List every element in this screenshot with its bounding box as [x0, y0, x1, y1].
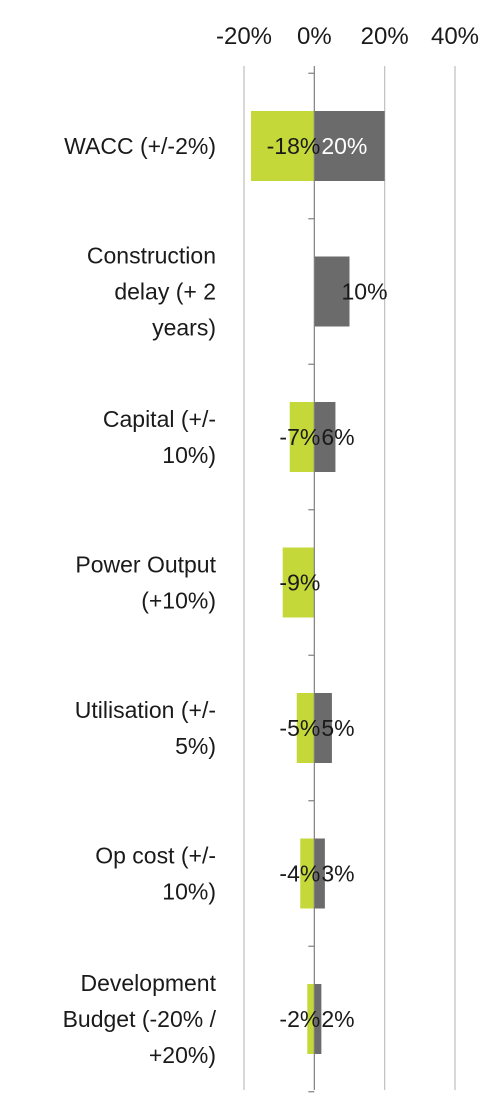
- category-label-line: delay (+ 2: [114, 279, 216, 305]
- category-label-line: 10%): [162, 442, 216, 468]
- category-label: Construction delay (+ 2 years): [87, 243, 216, 341]
- category-label: Capital (+/- 10%): [103, 406, 216, 468]
- category-label: Development Budget (-20% / +20%): [63, 970, 217, 1068]
- x-tick-label: 40%: [431, 23, 479, 50]
- category-label-line: WACC (+/-2%): [64, 133, 216, 159]
- bar-positive: [314, 984, 322, 1054]
- category-label-line: Power Output: [75, 552, 216, 578]
- category-label-line: Development: [80, 970, 216, 996]
- category-label: Op cost (+/- 10%): [95, 843, 216, 905]
- data-label: -9%: [279, 570, 320, 596]
- bar-positive: [314, 838, 325, 909]
- data-label: -4%: [279, 861, 320, 887]
- x-tick-label: -20%: [216, 23, 272, 50]
- axis: [308, 66, 315, 1093]
- category-label-line: Capital (+/-: [103, 406, 216, 432]
- gridlines: [243, 66, 456, 1090]
- data-label: 2%: [321, 1006, 354, 1032]
- category-label-line: Budget (-20% /: [63, 1006, 217, 1032]
- category-label: Utilisation (+/- 5%): [75, 697, 216, 759]
- bar-negative: [296, 693, 315, 763]
- bar-positive: [314, 256, 350, 327]
- data-label: 10%: [342, 279, 388, 305]
- data-label: -2%: [279, 1006, 320, 1032]
- category-label-line: Construction: [87, 243, 216, 269]
- labels: -20% 0% 20% 40% -18% -7% -9% -5% -4% -2% 20% 10% 6% 5…: [63, 23, 479, 1068]
- category-label-line: 10%): [162, 879, 216, 905]
- data-label: 5%: [321, 715, 354, 741]
- data-label: -7%: [279, 424, 320, 450]
- category-label-line: (+10%): [141, 588, 216, 614]
- category-label-line: Utilisation (+/-: [75, 697, 216, 723]
- bar-negative: [300, 838, 315, 909]
- data-label: 3%: [321, 861, 354, 887]
- category-label: Power Output (+10%): [75, 552, 216, 614]
- bar-positive: [314, 111, 385, 181]
- data-label: 6%: [321, 424, 354, 450]
- category-label-line: Op cost (+/-: [95, 843, 216, 869]
- category-label-line: 5%): [175, 733, 216, 759]
- bar-negative: [251, 111, 315, 181]
- bars: [251, 111, 385, 1054]
- category-label: WACC (+/-2%): [64, 133, 216, 159]
- x-tick-label: 0%: [297, 23, 332, 50]
- bar-negative: [289, 402, 315, 472]
- bar-negative: [282, 547, 315, 618]
- bar-positive: [314, 402, 336, 472]
- category-label-line: +20%): [149, 1042, 216, 1068]
- category-label-line: years): [152, 315, 216, 341]
- data-label: -5%: [279, 715, 320, 741]
- x-tick-label: 20%: [361, 23, 409, 50]
- data-label: 20%: [321, 133, 367, 159]
- bar-negative: [307, 984, 315, 1054]
- bar-positive: [314, 693, 332, 763]
- data-label: -18%: [267, 133, 321, 159]
